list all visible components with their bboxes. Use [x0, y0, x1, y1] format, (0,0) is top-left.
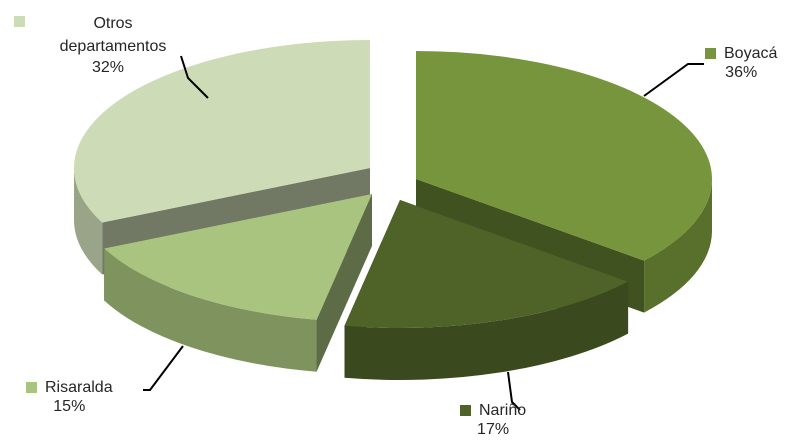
pie-wall-otros-0	[74, 168, 103, 275]
slice-name-risaralda: Risaralda	[45, 379, 113, 396]
slice-pct-risaralda: 15%	[53, 398, 86, 415]
label-otros: Otros departamentos 32%	[8, 12, 188, 77]
pie-wall-narino-0	[344, 281, 629, 380]
swatch-narino	[460, 405, 471, 416]
pie-slice-otros	[73, 40, 370, 223]
leader-line-narino	[507, 371, 521, 411]
label-narino: Nariño 17%	[460, 401, 526, 439]
slice-pct-otros: 32%	[91, 59, 125, 76]
pie-slice-risaralda	[104, 194, 372, 320]
leader-line-otros	[180, 55, 209, 99]
pie-wall-risaralda-0	[104, 248, 317, 372]
pie-slice-boyaca	[416, 51, 712, 261]
pie-wall-boyaca-0	[644, 179, 712, 313]
label-boyaca: Boyacá 36%	[705, 44, 777, 82]
slice-name-boyaca: Boyacá	[724, 45, 778, 62]
swatch-boyaca	[705, 48, 716, 59]
swatch-otros	[14, 16, 25, 27]
label-risaralda: Risaralda 15%	[26, 378, 113, 416]
slice-name-otros: Otros departamentos	[59, 15, 167, 55]
slice-pct-boyaca: 36%	[725, 64, 758, 81]
pie-top-layer	[73, 40, 712, 328]
slice-name-narino: Nariño	[479, 402, 527, 419]
pie-slice-narino	[344, 200, 629, 328]
leader-lines	[143, 55, 704, 411]
leader-line-boyaca	[643, 63, 704, 97]
slice-pct-narino: 17%	[477, 421, 510, 438]
leader-line-risaralda	[143, 345, 184, 391]
swatch-risaralda	[26, 382, 37, 393]
